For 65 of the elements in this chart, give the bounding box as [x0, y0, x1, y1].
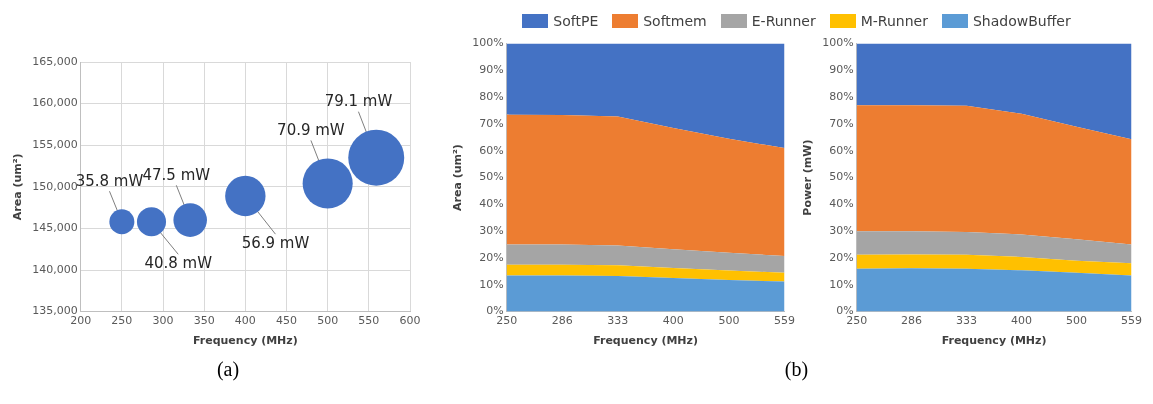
- y-tick-label: 145,000: [32, 221, 78, 235]
- y-tick-label: 10%: [829, 277, 854, 291]
- annotation: 79.1 mW: [324, 92, 393, 111]
- x-tick-label: 500: [1066, 314, 1088, 328]
- x-tick-label: 550: [358, 314, 380, 328]
- x-tick-label: 400: [662, 314, 684, 328]
- y-tick-label: 80%: [479, 90, 504, 104]
- legend-label: E-Runner: [751, 13, 816, 29]
- y-tick-label: 150,000: [32, 179, 78, 193]
- y-axis-title: Area (um²): [451, 144, 465, 212]
- legend-label: SoftPE: [553, 13, 599, 29]
- y-tick-label: 100%: [472, 36, 504, 50]
- y-tick-label: 30%: [829, 224, 854, 238]
- x-tick-label: 333: [607, 314, 629, 328]
- y-axis-title: Power (mW): [801, 139, 815, 216]
- y-tick-label: 70%: [829, 116, 854, 130]
- y-tick-label: 60%: [479, 143, 504, 157]
- x-tick-label: 559: [1121, 314, 1142, 328]
- y-tick-label: 70%: [479, 116, 504, 130]
- annotation: 40.8 mW: [144, 253, 213, 272]
- legend-label: ShadowBuffer: [972, 13, 1071, 29]
- x-axis-title: Frequency (MHz): [192, 334, 298, 348]
- x-tick-label: 500: [317, 314, 339, 328]
- y-tick-label: 165,000: [32, 54, 78, 68]
- legend-label: M-Runner: [860, 13, 928, 29]
- y-tick-label: 155,000: [32, 138, 78, 152]
- x-tick-label: 450: [276, 314, 298, 328]
- x-tick-label: 250: [111, 314, 133, 328]
- x-tick-label: 559: [774, 314, 795, 328]
- y-tick-label: 40%: [479, 197, 504, 211]
- y-axis-title: Area (um²): [11, 153, 25, 221]
- text: (a): [216, 358, 240, 380]
- annotation: 47.5 mW: [142, 165, 211, 184]
- x-tick-label: 286: [901, 314, 923, 328]
- text: (b): [784, 358, 809, 380]
- x-tick-label: 400: [234, 314, 256, 328]
- legend-label: Softmem: [643, 13, 707, 29]
- x-tick-label: 300: [152, 314, 174, 328]
- y-tick-label: 20%: [479, 250, 504, 264]
- y-tick-label: 40%: [829, 197, 854, 211]
- x-tick-label: 500: [718, 314, 740, 328]
- annotation: 70.9 mW: [277, 120, 345, 139]
- x-axis-title: Frequency (MHz): [941, 334, 1047, 348]
- x-tick-label: 250: [846, 314, 868, 328]
- y-tick-label: 20%: [829, 250, 854, 264]
- x-tick-label: 333: [956, 314, 978, 328]
- y-tick-label: 90%: [479, 63, 504, 77]
- x-tick-label: 286: [551, 314, 573, 328]
- y-tick-label: 10%: [479, 277, 504, 291]
- x-tick-label: 400: [1011, 314, 1033, 328]
- y-tick-label: 30%: [479, 224, 504, 238]
- x-tick-label: 600: [399, 314, 421, 328]
- x-tick-label: 350: [193, 314, 215, 328]
- y-tick-label: 100%: [822, 36, 854, 50]
- annotation: 56.9 mW: [241, 233, 310, 252]
- y-tick-label: 90%: [829, 63, 854, 77]
- y-tick-label: 140,000: [32, 262, 78, 276]
- x-axis-title: Frequency (MHz): [593, 334, 698, 348]
- y-tick-label: 80%: [829, 90, 854, 104]
- y-tick-label: 60%: [829, 143, 854, 157]
- y-tick-label: 160,000: [32, 96, 78, 110]
- y-tick-label: 50%: [479, 170, 504, 184]
- y-tick-label: 50%: [829, 170, 854, 184]
- x-tick-label: 200: [70, 314, 92, 328]
- x-tick-label: 250: [496, 314, 518, 328]
